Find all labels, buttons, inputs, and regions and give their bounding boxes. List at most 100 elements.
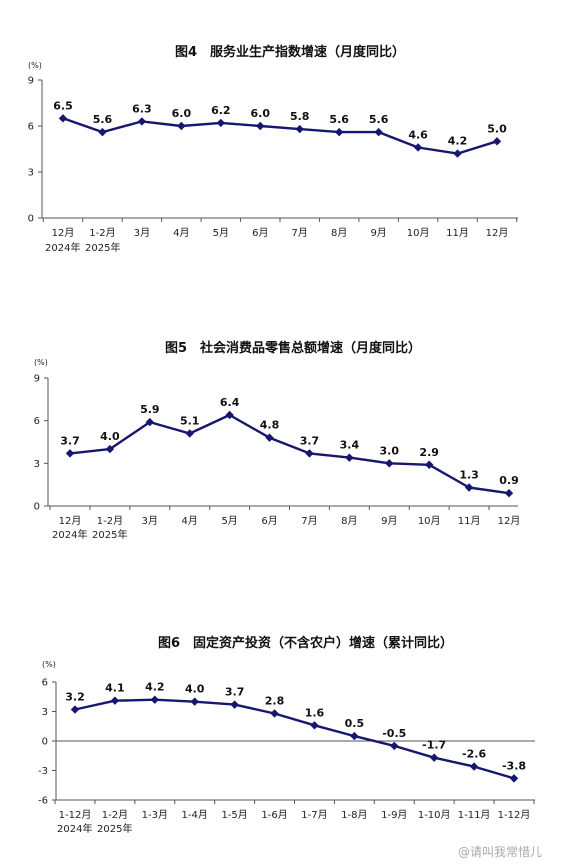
data-label: 5.9	[140, 403, 160, 416]
data-point	[65, 449, 75, 458]
x-tick-label: 1-3月	[142, 809, 168, 821]
data-label: -0.5	[382, 727, 406, 740]
data-label: 6.2	[211, 104, 231, 117]
data-point	[190, 697, 199, 706]
x-tick-label: 7月	[301, 515, 317, 527]
data-label: 5.6	[369, 113, 389, 126]
data-label: 4.8	[260, 419, 280, 432]
data-point	[413, 143, 423, 152]
x-tick-label: 6月	[252, 227, 268, 239]
data-point	[105, 444, 115, 454]
series-line	[62, 117, 498, 155]
chart-service-index: 图4 服务业生产指数增速（月度同比） (%) 0 3 6 9 12月 1-2月 3月 4月 5月 6月…	[28, 44, 518, 254]
series-line	[74, 698, 515, 780]
data-point	[345, 453, 354, 462]
x-tick-label: 12月	[498, 515, 521, 527]
year-label-next: 2025年	[85, 241, 120, 254]
x-tick-label: 1-8月	[341, 809, 367, 821]
data-label: -1.7	[422, 739, 446, 752]
y-tick-label: 3	[34, 459, 40, 470]
data-point	[230, 700, 239, 709]
data-label: 6.3	[132, 102, 152, 115]
data-label: 6.0	[172, 107, 192, 120]
data-label: 5.8	[290, 110, 310, 123]
x-tick-label: 3月	[134, 227, 150, 239]
data-label: 4.1	[105, 682, 125, 695]
x-tick-label: 1-9月	[381, 809, 407, 821]
data-label: 4.6	[408, 128, 428, 141]
x-tick-label: 7月	[292, 227, 308, 239]
data-point	[216, 118, 226, 128]
data-point	[453, 149, 462, 158]
data-point	[424, 460, 434, 469]
x-tick-label: 9月	[370, 227, 386, 239]
data-point	[385, 459, 394, 468]
data-point	[185, 429, 194, 438]
data-label: 5.1	[180, 414, 200, 427]
data-label: 0.9	[499, 474, 519, 487]
data-point	[305, 449, 314, 458]
x-tick-label: 12月	[59, 515, 82, 527]
data-label: 1.6	[305, 706, 325, 719]
chart-fixed-investment: 图6 固定资产投资（不含农户）增速（累计同比） (%) -6 -3 0 3 6 1-12月 1-…	[38, 635, 535, 835]
year-label-next: 2025年	[92, 528, 127, 541]
data-point	[492, 137, 502, 146]
series-line	[69, 413, 510, 495]
data-point	[58, 114, 68, 123]
data-label: 4.0	[185, 683, 205, 696]
x-tick-label: 1-2月	[97, 515, 123, 527]
data-label: 6.5	[53, 99, 73, 112]
x-tick-label: 5月	[221, 515, 237, 527]
x-tick-label: 6月	[261, 515, 277, 527]
x-tick-label: 1-2月	[89, 227, 115, 239]
data-point	[390, 741, 399, 751]
year-label-next: 2025年	[97, 822, 132, 835]
data-point	[98, 127, 107, 137]
data-point	[469, 762, 479, 771]
x-tick-label: 1-7月	[301, 809, 327, 821]
data-label: -2.6	[462, 748, 486, 761]
data-label: 3.7	[225, 686, 245, 699]
data-label: 2.9	[419, 446, 439, 459]
y-tick-label: -3	[38, 766, 48, 777]
y-tick-label: 6	[28, 122, 34, 133]
x-tick-label: 1-12月	[59, 809, 92, 821]
y-axis-unit: (%)	[42, 660, 56, 669]
y-tick-label: 6	[34, 416, 40, 427]
data-point	[177, 121, 186, 131]
data-point	[70, 705, 80, 714]
data-label: 4.0	[100, 430, 120, 443]
x-tick-label: 9月	[381, 515, 397, 527]
y-axis-unit: (%)	[28, 61, 42, 70]
data-point	[429, 753, 439, 762]
y-tick-label: 6	[42, 678, 48, 689]
x-tick-label: 11月	[446, 227, 469, 239]
data-label: 3.4	[340, 439, 360, 452]
y-tick-label: 9	[34, 374, 40, 385]
data-point	[509, 774, 519, 783]
x-tick-label: 10月	[418, 515, 441, 527]
data-label: 5.6	[93, 113, 113, 126]
data-point	[150, 695, 160, 704]
x-tick-label: 8月	[341, 515, 357, 527]
data-point	[110, 696, 120, 705]
data-label: 5.0	[487, 122, 507, 135]
chart-title: 图6 固定资产投资（不含农户）增速（累计同比）	[158, 635, 453, 651]
data-label: 5.6	[329, 113, 349, 126]
x-tick-label: 12月	[486, 227, 509, 239]
data-point	[225, 410, 234, 420]
data-label: 3.2	[65, 691, 85, 704]
x-tick-label: 1-4月	[182, 809, 208, 821]
data-label: 1.3	[459, 469, 479, 482]
x-tick-label: 8月	[331, 227, 347, 239]
chart-title: 图4 服务业生产指数增速（月度同比）	[175, 44, 405, 60]
y-tick-label: 3	[42, 707, 48, 718]
y-tick-label: 0	[28, 214, 34, 225]
x-tick-label: 1-12月	[498, 809, 531, 821]
year-label-start: 2024年	[57, 822, 92, 835]
watermark: @请叫我常惜儿	[458, 845, 542, 859]
data-point	[270, 709, 279, 718]
x-tick-label: 4月	[173, 227, 189, 239]
x-tick-label: 3月	[142, 515, 158, 527]
